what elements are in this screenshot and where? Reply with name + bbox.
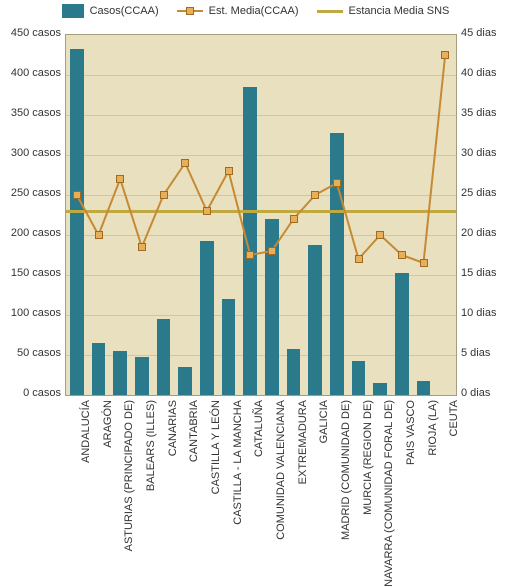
- y-left-tick-label: 150 casos: [11, 267, 61, 279]
- legend-marker-icon: [186, 7, 194, 15]
- line-marker-icon: [268, 247, 276, 255]
- category-label: RIOJA (LA): [427, 400, 439, 456]
- category-label: ANDALUCÍA: [80, 400, 92, 463]
- line-marker-icon: [116, 175, 124, 183]
- y-left-tick-label: 100 casos: [11, 307, 61, 319]
- legend-swatch-line: [177, 10, 203, 12]
- line-marker-icon: [73, 191, 81, 199]
- line-marker-icon: [311, 191, 319, 199]
- legend-label-ref: Estancia Media SNS: [349, 5, 450, 17]
- category-label: CANARIAS: [167, 400, 179, 456]
- legend-item-ref: Estancia Media SNS: [317, 5, 450, 17]
- category-label: BALEARS (ILLES): [145, 400, 157, 491]
- legend: Casos(CCAA) Est. Media(CCAA) Estancia Me…: [0, 4, 511, 18]
- y-left-tick-label: 50 casos: [17, 347, 61, 359]
- legend-label-bars: Casos(CCAA): [90, 5, 159, 17]
- y-left-tick-label: 350 casos: [11, 107, 61, 119]
- line-marker-icon: [398, 251, 406, 259]
- category-label: CASTILLA - LA MANCHA: [232, 400, 244, 525]
- y-right-tick-label: 10 dias: [461, 307, 496, 319]
- y-left-tick-label: 300 casos: [11, 147, 61, 159]
- line-marker-icon: [355, 255, 363, 263]
- y-right-tick-label: 15 dias: [461, 267, 496, 279]
- category-label: NAVARRA (COMUNIDAD FORAL DE): [383, 400, 395, 587]
- line-marker-icon: [181, 159, 189, 167]
- line-marker-icon: [95, 231, 103, 239]
- y-right-tick-label: 0 dias: [461, 387, 490, 399]
- legend-item-line: Est. Media(CCAA): [177, 5, 299, 17]
- y-right-tick-label: 45 dias: [461, 27, 496, 39]
- line-marker-icon: [290, 215, 298, 223]
- line-marker-icon: [160, 191, 168, 199]
- y-right-tick-label: 25 dias: [461, 187, 496, 199]
- category-label: EXTREMADURA: [297, 400, 309, 484]
- category-label: CEUTA: [448, 400, 460, 436]
- category-label: ASTURIAS (PRINCIPADO DE): [123, 400, 135, 551]
- category-label: MURCIA (REGION DE): [362, 400, 374, 515]
- category-label: PAIS VASCO: [405, 400, 417, 465]
- y-right-tick-label: 40 dias: [461, 67, 496, 79]
- category-label: CASTILLA Y LEÓN: [210, 400, 222, 494]
- category-label: ARAGÓN: [102, 400, 114, 448]
- y-right-tick-label: 30 dias: [461, 147, 496, 159]
- line-marker-icon: [420, 259, 428, 267]
- line-marker-icon: [138, 243, 146, 251]
- category-label: GALICIA: [318, 400, 330, 443]
- line-marker-icon: [333, 179, 341, 187]
- y-right-tick-label: 20 dias: [461, 227, 496, 239]
- plot-area: [65, 34, 457, 396]
- line-marker-icon: [225, 167, 233, 175]
- y-right-tick-label: 35 dias: [461, 107, 496, 119]
- y-left-tick-label: 250 casos: [11, 187, 61, 199]
- legend-label-line: Est. Media(CCAA): [209, 5, 299, 17]
- y-right-tick-label: 5 dias: [461, 347, 490, 359]
- legend-swatch-ref: [317, 10, 343, 13]
- legend-item-bars: Casos(CCAA): [62, 4, 159, 18]
- line-marker-icon: [246, 251, 254, 259]
- category-label: CANTABRIA: [188, 400, 200, 462]
- category-label: CATALUÑA: [253, 400, 265, 457]
- line-series: [66, 35, 456, 395]
- category-label: MADRID (COMUNIDAD DE): [340, 400, 352, 540]
- y-left-tick-label: 400 casos: [11, 67, 61, 79]
- chart-root: Casos(CCAA) Est. Media(CCAA) Estancia Me…: [0, 0, 511, 551]
- y-left-tick-label: 200 casos: [11, 227, 61, 239]
- category-label: COMUNIDAD VALENCIANA: [275, 400, 287, 540]
- line-marker-icon: [203, 207, 211, 215]
- legend-swatch-bars: [62, 4, 84, 18]
- y-left-tick-label: 450 casos: [11, 27, 61, 39]
- y-left-tick-label: 0 casos: [23, 387, 61, 399]
- line-marker-icon: [376, 231, 384, 239]
- line-marker-icon: [441, 51, 449, 59]
